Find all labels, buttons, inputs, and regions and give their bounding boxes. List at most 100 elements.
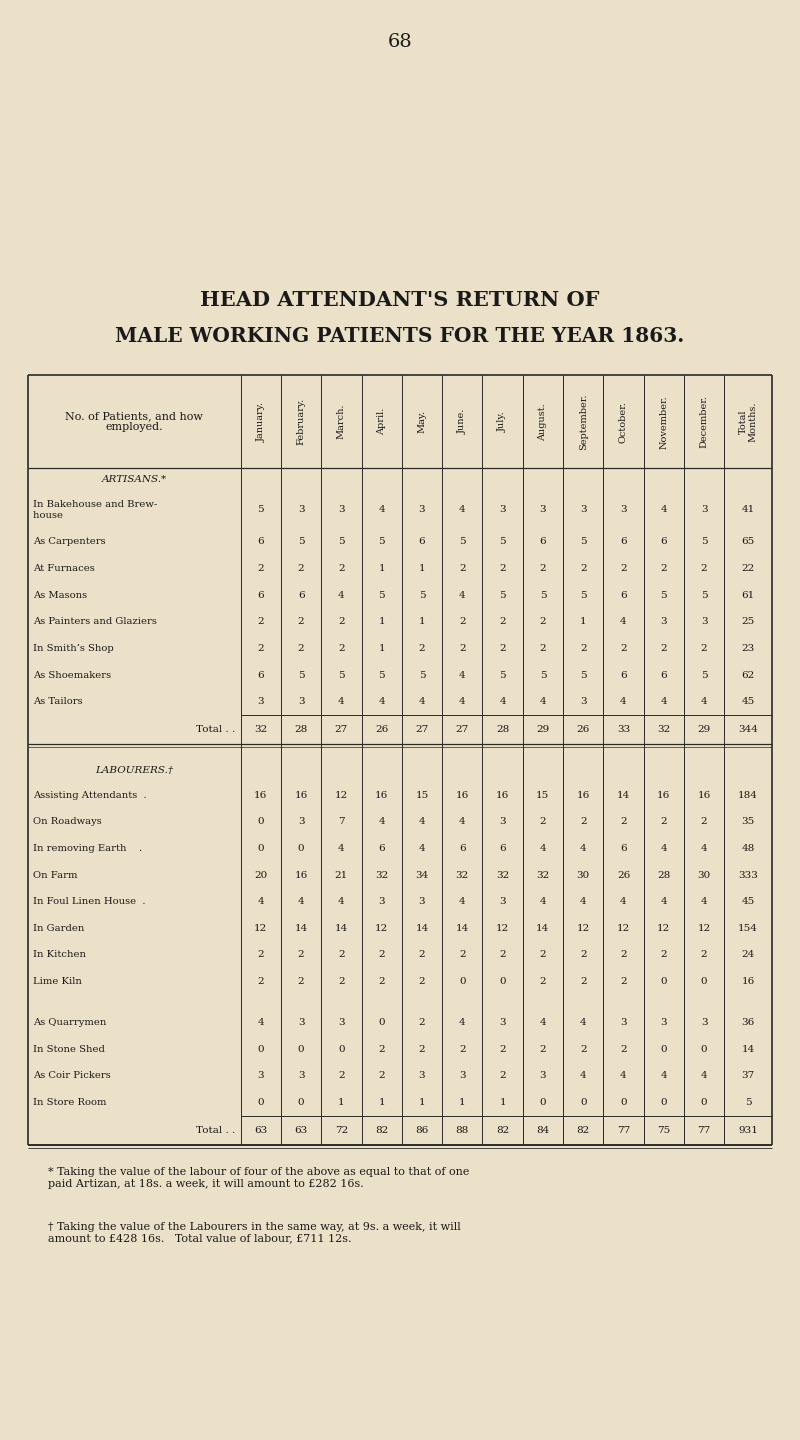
Text: 0: 0 — [580, 1097, 586, 1107]
Text: 4: 4 — [499, 697, 506, 707]
Text: 4: 4 — [378, 697, 385, 707]
Text: 6: 6 — [620, 671, 627, 680]
Text: 2: 2 — [499, 1044, 506, 1054]
Text: 2: 2 — [539, 950, 546, 959]
Text: 0: 0 — [661, 978, 667, 986]
Text: 22: 22 — [742, 564, 754, 573]
Text: 82: 82 — [375, 1126, 388, 1135]
Text: 63: 63 — [254, 1126, 267, 1135]
Text: 32: 32 — [254, 726, 267, 734]
Text: 154: 154 — [738, 924, 758, 933]
Text: 68: 68 — [388, 33, 412, 50]
Text: 2: 2 — [459, 564, 466, 573]
Text: 75: 75 — [657, 1126, 670, 1135]
Text: 1: 1 — [418, 1097, 426, 1107]
Text: 0: 0 — [298, 1044, 305, 1054]
Text: 14: 14 — [294, 924, 308, 933]
Text: 16: 16 — [577, 791, 590, 799]
Text: 2: 2 — [499, 618, 506, 626]
Text: 4: 4 — [620, 1071, 627, 1080]
Text: On Farm: On Farm — [33, 871, 122, 880]
Text: 4: 4 — [701, 1071, 707, 1080]
Text: 2: 2 — [459, 950, 466, 959]
Text: 2: 2 — [539, 1044, 546, 1054]
Text: As Painters and Glaziers: As Painters and Glaziers — [33, 618, 157, 626]
Text: 12: 12 — [617, 924, 630, 933]
Text: October.: October. — [619, 400, 628, 442]
Text: 5: 5 — [298, 537, 305, 546]
Text: 2: 2 — [661, 950, 667, 959]
Text: 4: 4 — [539, 897, 546, 906]
Text: 4: 4 — [661, 1071, 667, 1080]
Text: 0: 0 — [298, 844, 305, 852]
Text: 4: 4 — [378, 505, 385, 514]
Text: In removing Earth    .: In removing Earth . — [33, 844, 142, 852]
Text: 2: 2 — [499, 1071, 506, 1080]
Text: 3: 3 — [499, 505, 506, 514]
Text: 2: 2 — [258, 978, 264, 986]
Text: 2: 2 — [539, 644, 546, 654]
Text: 5: 5 — [459, 537, 466, 546]
Text: 45: 45 — [742, 697, 754, 707]
Text: In Bakehouse and Brew-
house: In Bakehouse and Brew- house — [33, 500, 158, 520]
Text: 12: 12 — [334, 791, 348, 799]
Text: 15: 15 — [415, 791, 429, 799]
Text: 32: 32 — [536, 871, 550, 880]
Text: 4: 4 — [258, 897, 264, 906]
Text: 0: 0 — [701, 1044, 707, 1054]
Text: 32: 32 — [496, 871, 510, 880]
Text: 1: 1 — [378, 1097, 385, 1107]
Text: 2: 2 — [298, 564, 305, 573]
Text: 1: 1 — [338, 1097, 345, 1107]
Text: 4: 4 — [661, 844, 667, 852]
Text: As Coir Pickers: As Coir Pickers — [33, 1071, 130, 1080]
Text: Total . .: Total . . — [197, 726, 236, 734]
Text: 2: 2 — [539, 978, 546, 986]
Text: In Stone Shed: In Stone Shed — [33, 1044, 130, 1054]
Text: 2: 2 — [620, 818, 627, 827]
Text: 3: 3 — [418, 1071, 426, 1080]
Text: 5: 5 — [298, 671, 305, 680]
Text: 12: 12 — [577, 924, 590, 933]
Text: 2: 2 — [298, 618, 305, 626]
Text: 2: 2 — [499, 644, 506, 654]
Text: 3: 3 — [661, 1018, 667, 1027]
Text: 4: 4 — [459, 671, 466, 680]
Text: As Carpenters: As Carpenters — [33, 537, 134, 546]
Text: 5: 5 — [378, 590, 385, 599]
Text: 2: 2 — [338, 1071, 345, 1080]
Text: 0: 0 — [661, 1097, 667, 1107]
Text: 3: 3 — [298, 1018, 305, 1027]
Text: 29: 29 — [536, 726, 550, 734]
Text: 12: 12 — [698, 924, 710, 933]
Text: 16: 16 — [294, 871, 308, 880]
Text: 2: 2 — [499, 564, 506, 573]
Text: 0: 0 — [298, 1097, 305, 1107]
Text: 65: 65 — [742, 537, 754, 546]
Text: 7: 7 — [338, 818, 345, 827]
Text: 4: 4 — [620, 897, 627, 906]
Text: 61: 61 — [742, 590, 754, 599]
Text: 4: 4 — [459, 818, 466, 827]
Text: 14: 14 — [536, 924, 550, 933]
Text: 4: 4 — [338, 844, 345, 852]
Text: 6: 6 — [258, 590, 264, 599]
Text: 3: 3 — [701, 505, 707, 514]
Text: 27: 27 — [456, 726, 469, 734]
Text: 16: 16 — [698, 791, 710, 799]
Text: 6: 6 — [378, 844, 385, 852]
Text: 5: 5 — [338, 537, 345, 546]
Text: April.: April. — [378, 408, 386, 435]
Text: 4: 4 — [459, 697, 466, 707]
Text: 2: 2 — [459, 618, 466, 626]
Text: 1: 1 — [580, 618, 586, 626]
Text: July.: July. — [498, 412, 507, 432]
Text: 5: 5 — [539, 671, 546, 680]
Text: 6: 6 — [661, 537, 667, 546]
Text: 21: 21 — [334, 871, 348, 880]
Text: 2: 2 — [338, 644, 345, 654]
Text: 2: 2 — [661, 564, 667, 573]
Text: In Store Room: In Store Room — [33, 1097, 131, 1107]
Text: 4: 4 — [580, 1071, 586, 1080]
Text: 16: 16 — [742, 978, 754, 986]
